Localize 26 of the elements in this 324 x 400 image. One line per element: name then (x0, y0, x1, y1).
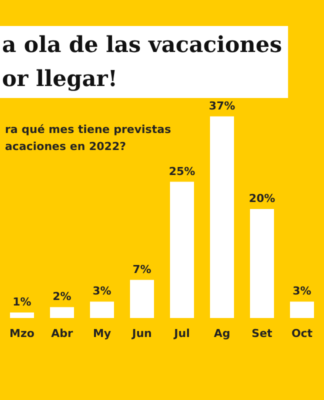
x-tick-label: Jun (131, 327, 152, 340)
x-tick-label: Jul (173, 327, 190, 340)
data-label: 25% (168, 164, 196, 178)
bar (170, 182, 194, 318)
bar (10, 312, 34, 318)
x-tick-label: Abr (51, 327, 74, 340)
data-label: 20% (248, 192, 276, 205)
text: ra qué mes tiene previstas acaciones en 2022? (5, 123, 172, 153)
bar (90, 302, 114, 318)
x-tick-label: Ag (214, 327, 230, 340)
x-tick-label: Mzo (10, 327, 35, 340)
x-tick-label: Oct (291, 327, 313, 340)
bar (50, 307, 74, 318)
x-tick-label: My (92, 327, 112, 340)
data-label: 3% (292, 284, 312, 298)
data-label: 2% (52, 290, 72, 304)
data-label: 7% (132, 262, 152, 276)
data-label: 3% (92, 284, 112, 298)
x-tick-label: Set (252, 327, 272, 340)
bar (130, 280, 154, 318)
data-label: 1% (12, 296, 32, 309)
chart-title: a ola de las vacaciones or llegar! (2, 32, 282, 92)
bar (210, 116, 234, 318)
data-label: 37% (208, 99, 236, 112)
bar (290, 302, 314, 318)
bar (250, 209, 274, 318)
